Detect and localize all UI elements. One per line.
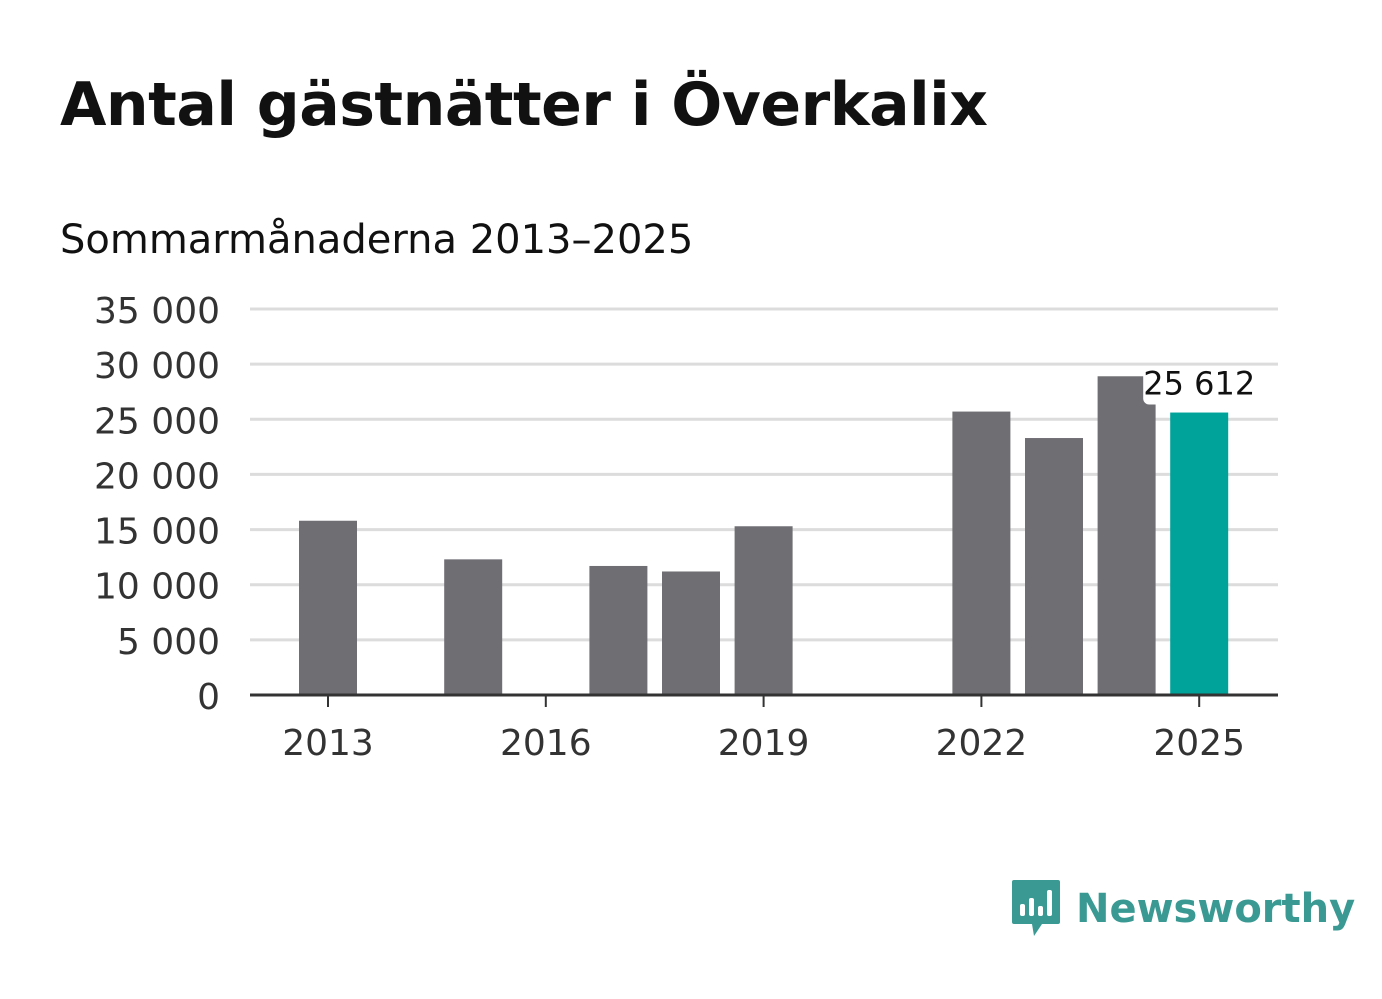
x-tick-label: 2022 xyxy=(936,723,1028,764)
y-tick-label: 15 000 xyxy=(94,512,220,553)
data-label-background xyxy=(1143,366,1256,405)
x-tick-label: 2019 xyxy=(718,723,810,764)
bar xyxy=(952,411,1011,695)
x-tick-label: 2013 xyxy=(282,723,374,764)
bar-highlight xyxy=(1170,412,1229,695)
x-tick-label: 2016 xyxy=(500,723,592,764)
chart-subtitle: Sommarmånaderna 2013–2025 xyxy=(60,217,694,263)
y-tick-label: 30 000 xyxy=(94,346,220,387)
bar-chart-speech-bubble-icon xyxy=(1012,880,1060,936)
y-tick-label: 10 000 xyxy=(94,567,220,608)
y-tick-label: 0 xyxy=(197,677,220,718)
bar xyxy=(1025,438,1083,695)
bar xyxy=(1097,376,1156,695)
y-tick-label: 25 000 xyxy=(94,401,220,442)
data-label-2025: 25 612 xyxy=(1143,365,1255,403)
y-tick-label: 20 000 xyxy=(94,456,220,497)
bar xyxy=(299,520,357,695)
brand-name: Newsworthy xyxy=(1076,886,1356,932)
chart-title: Antal gästnätter i Överkalix xyxy=(60,70,988,140)
bar xyxy=(662,571,720,695)
y-tick-label: 5 000 xyxy=(117,622,220,663)
newsworthy-logo: Newsworthy xyxy=(1010,878,1355,940)
y-tick-label: 35 000 xyxy=(94,291,220,332)
bar xyxy=(734,526,793,695)
bar xyxy=(589,565,648,695)
x-tick-label: 2025 xyxy=(1153,723,1245,764)
bar xyxy=(444,559,503,695)
